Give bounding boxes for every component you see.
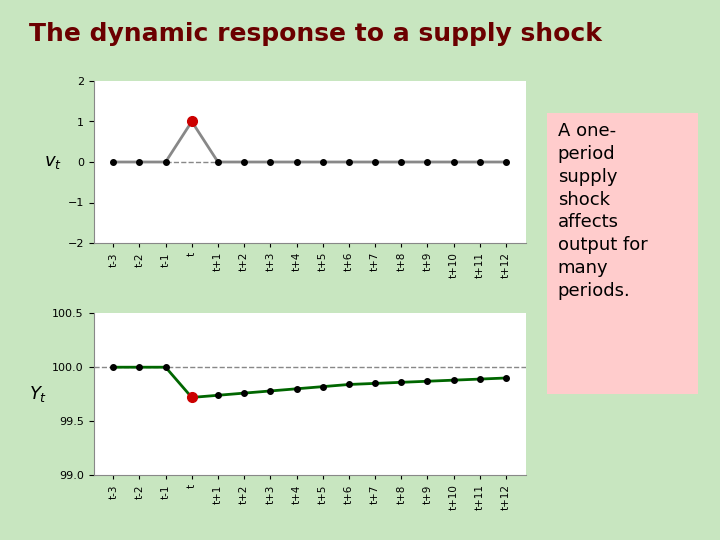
Text: The dynamic response to a supply shock: The dynamic response to a supply shock (29, 22, 602, 45)
Y-axis label: $v_t$: $v_t$ (45, 153, 63, 171)
Y-axis label: $Y_t$: $Y_t$ (30, 384, 48, 404)
Text: A one-
period
supply
shock
affects
output for
many
periods.: A one- period supply shock affects outpu… (558, 122, 647, 300)
